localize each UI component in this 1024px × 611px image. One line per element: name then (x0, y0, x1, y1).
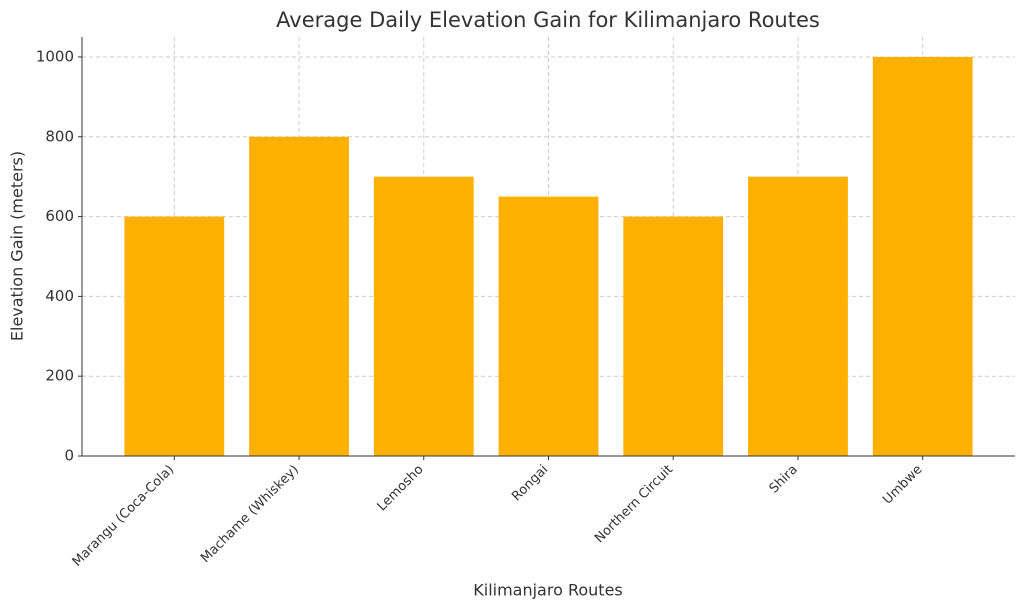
x-tick-label: Umbwe (880, 462, 925, 507)
y-tick-label: 600 (45, 207, 74, 225)
x-axis-label: Kilimanjaro Routes (473, 581, 623, 600)
x-tick-label: Lemosho (375, 462, 427, 514)
y-tick-label: 800 (45, 127, 74, 145)
bar (373, 176, 474, 456)
chart-title: Average Daily Elevation Gain for Kiliman… (276, 8, 820, 32)
x-tick-label: Machame (Whiskey) (198, 462, 302, 566)
bar (124, 216, 225, 456)
x-tick-label: Northern Circuit (592, 462, 676, 546)
x-tick-label: Rongai (509, 462, 551, 504)
bar (249, 136, 349, 456)
y-tick-label: 200 (45, 367, 74, 385)
y-tick-label: 0 (64, 447, 74, 465)
bar (498, 196, 599, 456)
y-axis-label: Elevation Gain (meters) (8, 151, 27, 341)
y-tick-label: 1000 (36, 47, 74, 65)
bar (748, 176, 848, 456)
bar (872, 56, 973, 456)
bar (623, 216, 724, 456)
x-tick-label: Marangu (Coca-Cola) (70, 462, 177, 569)
y-tick-label: 400 (45, 287, 74, 305)
x-tick-label: Shira (767, 462, 801, 496)
